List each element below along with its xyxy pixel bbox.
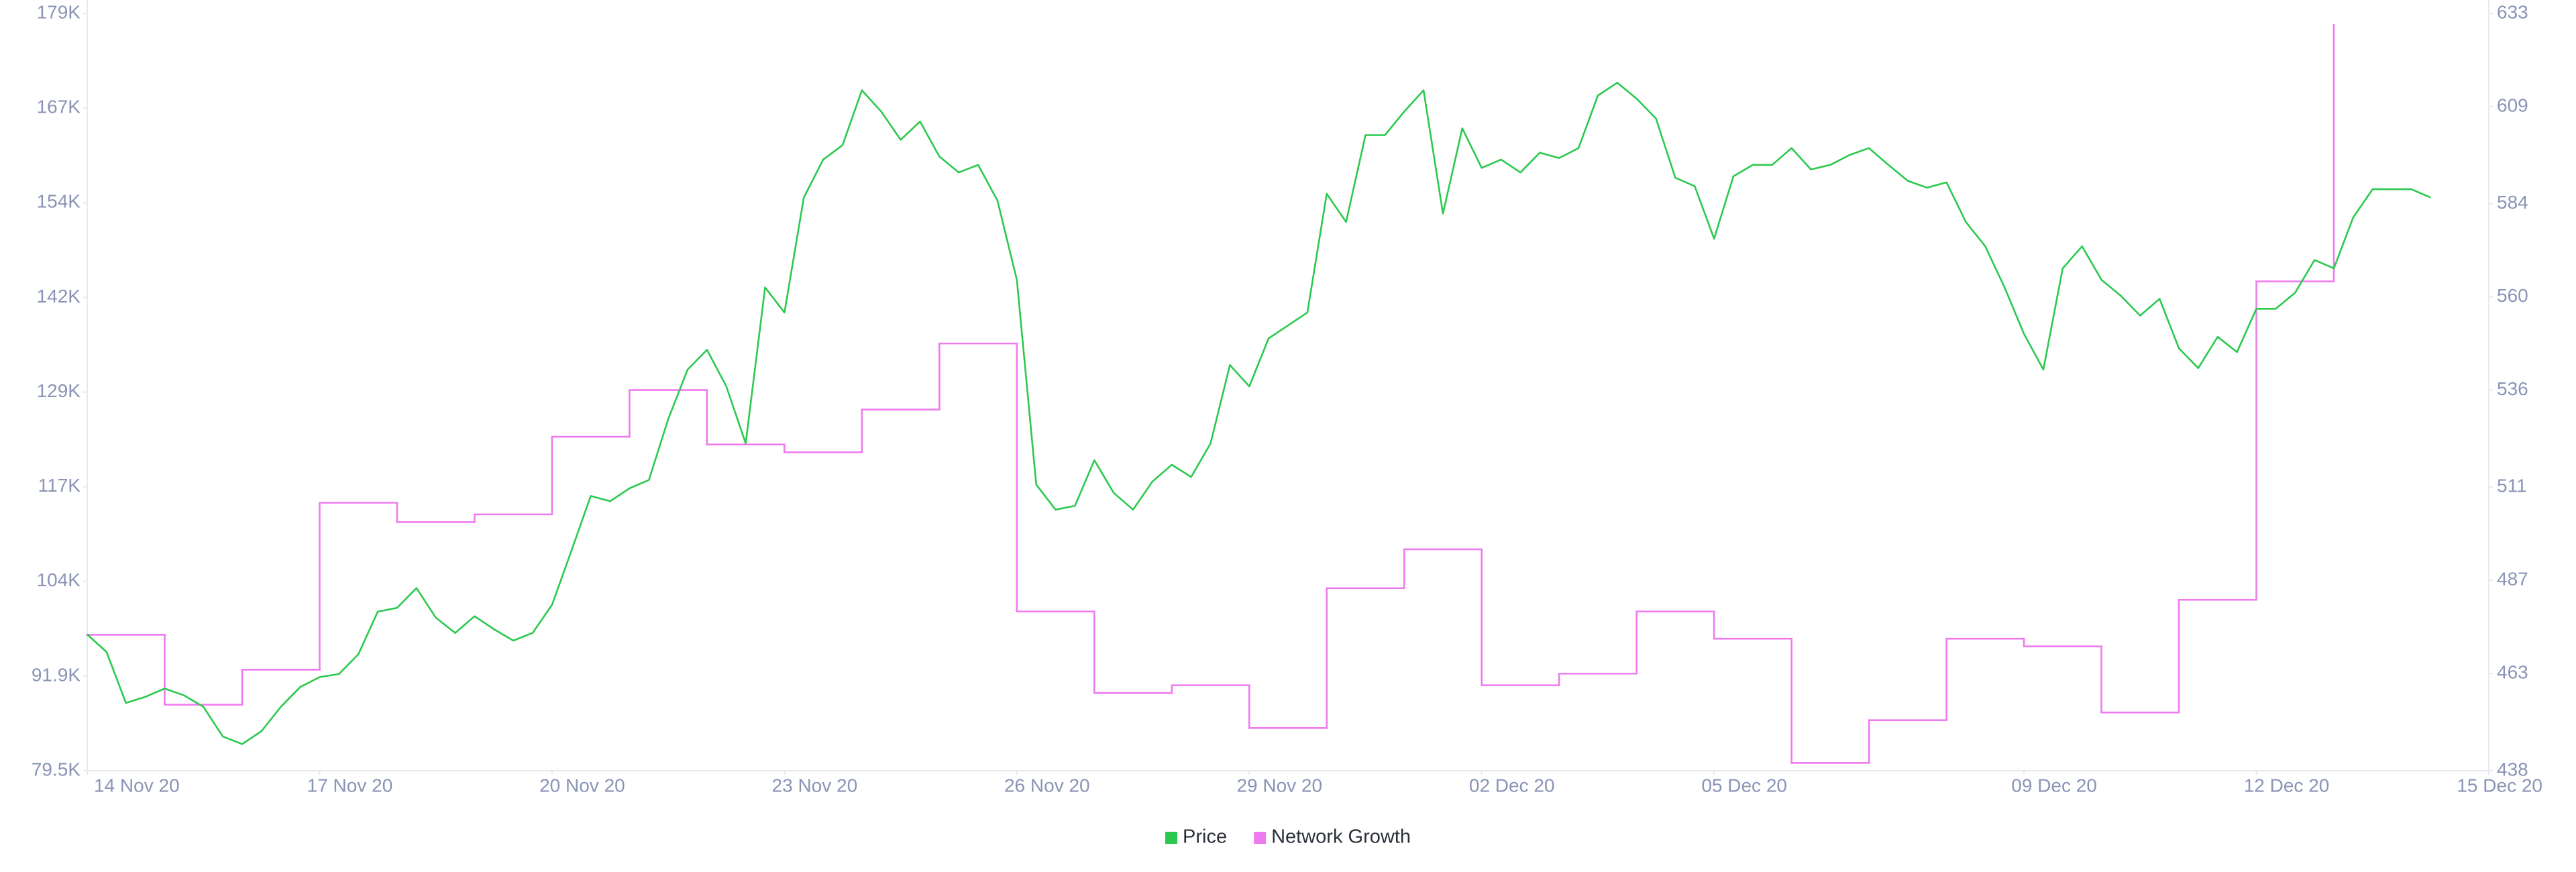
legend-label: Network Growth — [1271, 826, 1411, 848]
y2-tick-label: 438 — [2497, 759, 2528, 779]
x-tick-label: 23 Nov 20 — [772, 775, 858, 796]
y2-tick-label: 536 — [2497, 378, 2528, 399]
y-tick-label: 91.9K — [32, 664, 80, 685]
y2-tick-label: 633 — [2497, 1, 2528, 22]
x-tick-label: 05 Dec 20 — [1701, 775, 1787, 796]
y-tick-label: 104K — [37, 569, 81, 590]
x-tick-label: 14 Nov 20 — [94, 775, 180, 796]
legend-swatch — [1165, 832, 1178, 844]
x-tick-label: 17 Nov 20 — [307, 775, 393, 796]
price-line — [87, 82, 2431, 745]
x-tick-label: 12 Dec 20 — [2244, 775, 2330, 796]
x-tick-label: 02 Dec 20 — [1469, 775, 1555, 796]
step-series — [86, 24, 2335, 764]
y-tick-label: 79.5K — [32, 759, 80, 779]
legend: Price Network Growth — [1165, 826, 1411, 848]
legend-label: Price — [1183, 826, 1227, 848]
y2-tick-label: 511 — [2497, 476, 2527, 496]
x-tick-label: 29 Nov 20 — [1236, 775, 1322, 796]
y-tick-label: 154K — [37, 191, 81, 212]
y-tick-label: 167K — [37, 97, 81, 117]
y-tick-label: 142K — [37, 286, 81, 307]
y2-tick-label: 584 — [2497, 192, 2528, 213]
y-tick-label: 179K — [37, 1, 81, 22]
x-tick-label: 09 Dec 20 — [2011, 775, 2097, 796]
x-tick-label: 20 Nov 20 — [539, 775, 625, 796]
x-tick-label: 26 Nov 20 — [1004, 775, 1090, 796]
y2-tick-label: 463 — [2497, 662, 2528, 683]
y2-tick-label: 487 — [2497, 569, 2528, 590]
y-tick-label: 117K — [38, 475, 81, 496]
y2-tick-label: 560 — [2497, 285, 2528, 306]
y2-tick-label: 609 — [2497, 95, 2528, 115]
y-tick-label: 129K — [37, 380, 81, 401]
legend-swatch — [1254, 832, 1267, 844]
x-tick-label: 15 Dec 20 — [2457, 775, 2542, 796]
